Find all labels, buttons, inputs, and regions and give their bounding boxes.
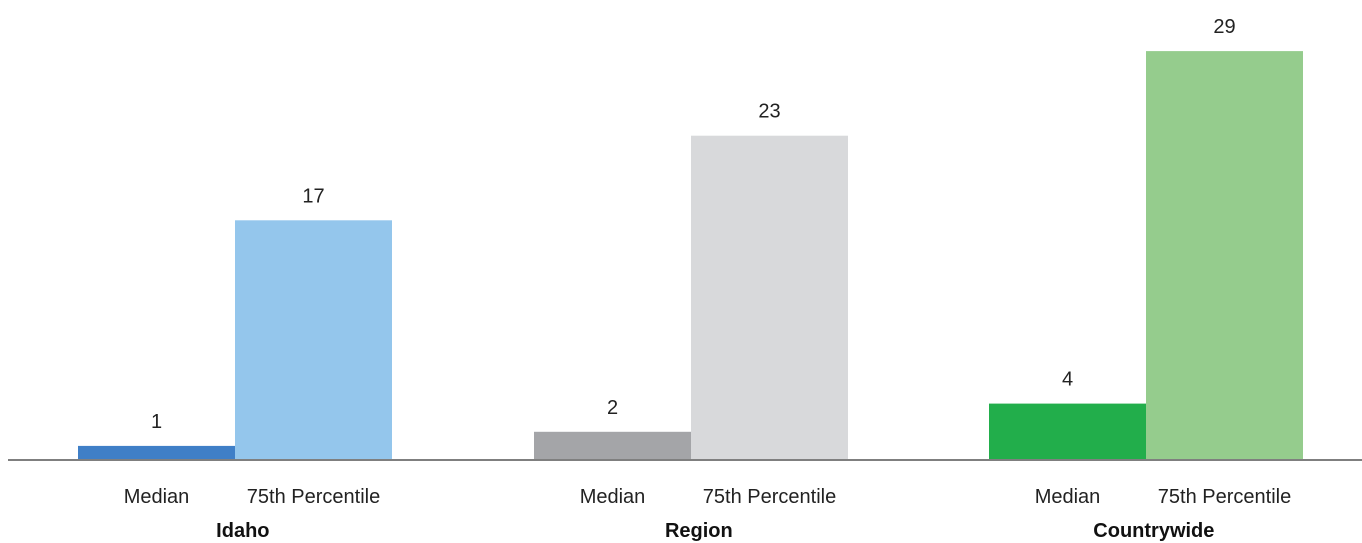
group-label-countrywide: Countrywide: [1093, 520, 1214, 542]
data-label-idaho-median: 1: [151, 411, 162, 433]
tick-label-idaho-75th-percentile: 75th Percentile: [247, 486, 380, 508]
group-label-region: Region: [665, 520, 733, 542]
tick-label-countrywide-75th-percentile: 75th Percentile: [1158, 486, 1291, 508]
data-label-countrywide-75th-percentile: 29: [1213, 16, 1235, 38]
bar-idaho-75th-percentile: [235, 220, 392, 460]
tick-label-idaho-median: Median: [124, 486, 190, 508]
tick-label-region-75th-percentile: 75th Percentile: [703, 486, 836, 508]
data-label-region-median: 2: [607, 397, 618, 419]
bar-region-75th-percentile: [691, 135, 848, 460]
bars-layer: [78, 51, 1303, 460]
data-label-countrywide-median: 4: [1062, 369, 1073, 391]
data-label-region-75th-percentile: 23: [758, 101, 780, 123]
bar-region-median: [534, 431, 691, 460]
group-label-idaho: Idaho: [216, 520, 269, 542]
bar-countrywide-75th-percentile: [1146, 51, 1303, 460]
bar-idaho-median: [78, 445, 235, 460]
tick-label-region-median: Median: [580, 486, 646, 508]
data-label-idaho-75th-percentile: 17: [302, 185, 324, 207]
bar-countrywide-median: [989, 403, 1146, 460]
tick-label-countrywide-median: Median: [1035, 486, 1101, 508]
labels-layer: 1 Median 17 75th Percentile Idaho 2 Median 23 75…: [124, 16, 1292, 542]
